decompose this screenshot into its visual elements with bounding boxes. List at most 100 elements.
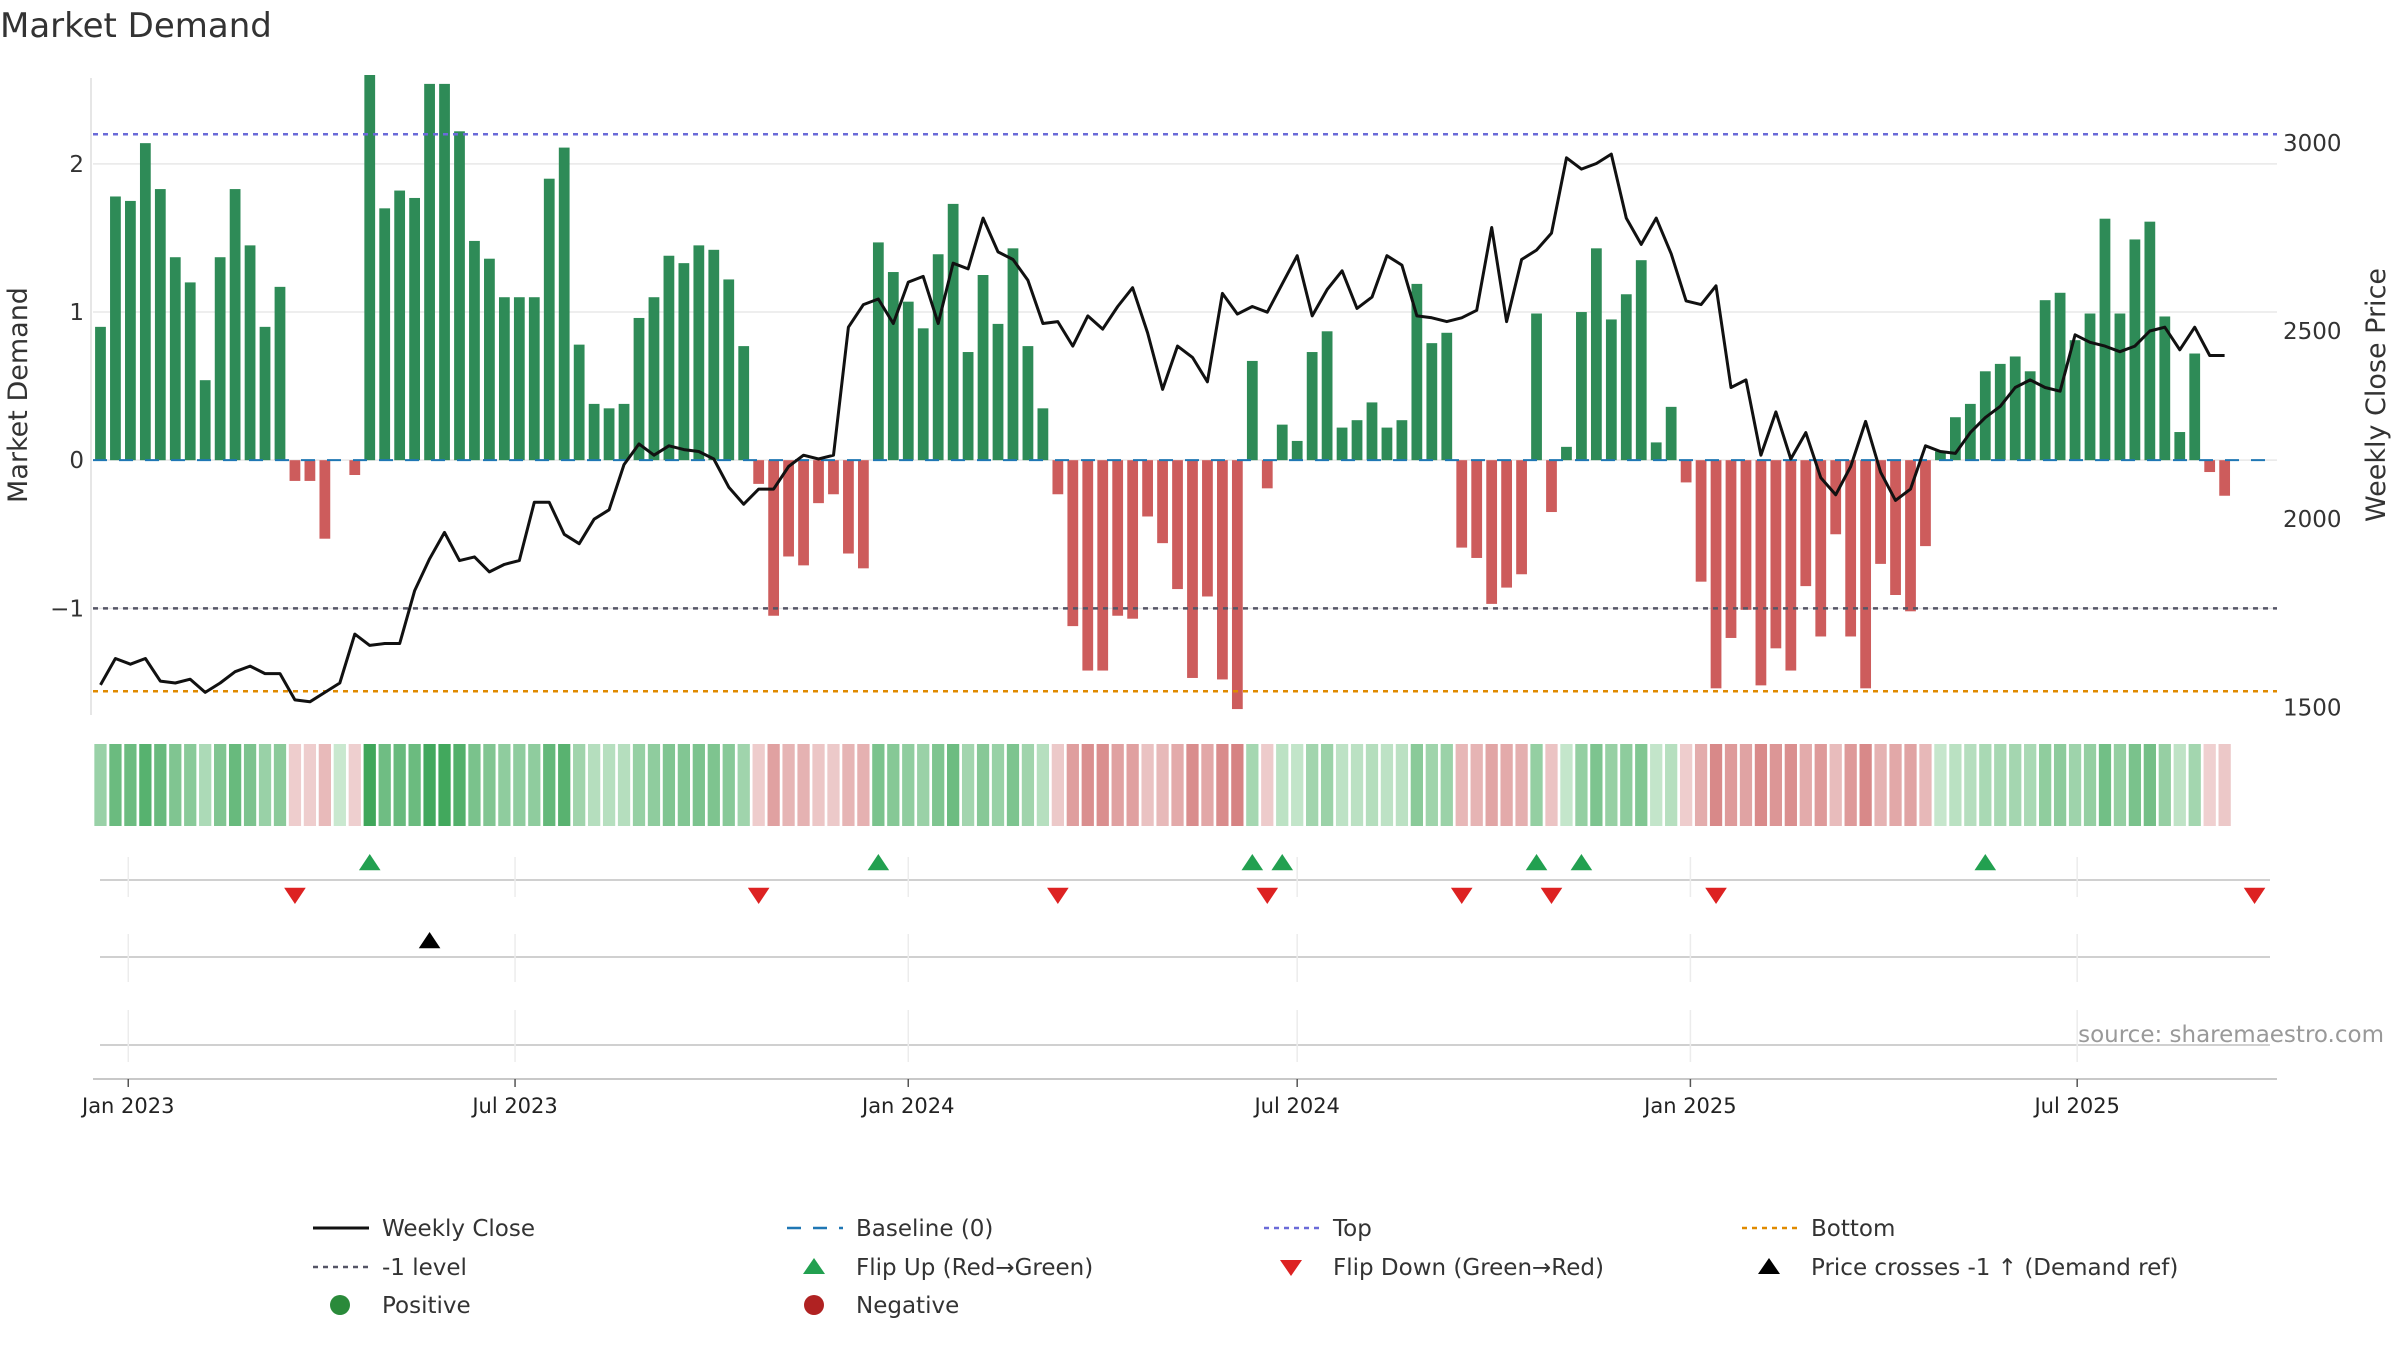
demand-bar [1605, 319, 1617, 461]
flip-down-marker [1540, 887, 1563, 904]
legend-item: Flip Up (Red→Green) [803, 1255, 1093, 1281]
band-cell [2218, 744, 2231, 826]
band-cell [1694, 744, 1708, 826]
band-cell [2188, 744, 2201, 826]
demand-bar [1007, 248, 1019, 461]
demand-bar [469, 240, 480, 461]
band-cell [2113, 744, 2127, 826]
legend-label: Flip Down (Green→Red) [1333, 1255, 1604, 1281]
demand-bar [1994, 363, 2006, 461]
band-cell [453, 744, 466, 826]
band-cell [1949, 744, 1962, 826]
demand-bar [259, 326, 271, 461]
band-cell [1934, 744, 1947, 826]
band-cell [1006, 744, 1020, 826]
demand-bar [1935, 451, 1946, 461]
demand-bar [484, 258, 495, 461]
band-cell [1470, 744, 1483, 826]
demand-bar [857, 460, 869, 569]
demand-bar [409, 197, 421, 461]
demand-bar [783, 460, 794, 557]
band-cell [602, 744, 616, 826]
band-cell [947, 744, 960, 826]
band-cell [1455, 744, 1468, 826]
x-tick-label: Jul 2023 [470, 1094, 557, 1118]
band-cell [2053, 744, 2067, 826]
band-cell [737, 744, 750, 826]
x-tick-label: Jul 2025 [2032, 1094, 2119, 1118]
y-tick-label-right: 3000 [2283, 131, 2342, 157]
band-cell [393, 744, 406, 826]
band-cell [2039, 744, 2052, 826]
x-tick-label: Jan 2025 [1642, 1094, 1737, 1118]
legend-item: Top [1264, 1216, 1372, 1242]
legend-item: Price crosses -1 ↑ (Demand ref) [1758, 1255, 2178, 1281]
band-cell [647, 744, 661, 826]
demand-bar [154, 189, 166, 461]
band-cell [1979, 744, 1992, 826]
band-cell [812, 744, 825, 826]
demand-bar [1576, 312, 1587, 461]
demand-bar [454, 131, 465, 461]
demand-bar [1172, 460, 1183, 590]
demand-bar [1037, 408, 1049, 461]
band-cell [1784, 744, 1797, 826]
flip-down-marker [1047, 887, 1069, 904]
band-cell [543, 744, 556, 826]
reference-lines [93, 133, 2277, 693]
demand-bar [1157, 460, 1168, 544]
band-cell [1650, 744, 1663, 826]
grid [93, 163, 2277, 610]
demand-bar [678, 263, 690, 461]
flip-down-marker [2243, 887, 2266, 904]
band-cell [243, 744, 257, 826]
demand-bar [1366, 402, 1378, 461]
weekly-close-line [99, 152, 2225, 704]
legend-swatch [330, 1295, 350, 1315]
flip-down-marker [1705, 887, 1727, 904]
demand-bar [1321, 331, 1333, 461]
band-cell [1739, 744, 1753, 826]
band-cell [1425, 744, 1438, 826]
demand-bar [2084, 313, 2096, 461]
band-cell [1291, 744, 1304, 826]
demand-bar [513, 297, 525, 461]
band-cell [1171, 744, 1184, 826]
band-cell [932, 744, 945, 826]
demand-bar [1949, 417, 1961, 461]
y-tick-label-left: 0 [69, 448, 84, 474]
demand-bar [1531, 313, 1542, 461]
demand-bar [1097, 460, 1109, 671]
band-cell [1635, 744, 1648, 826]
demand-bar [588, 403, 600, 461]
band-cell [1246, 744, 1259, 826]
band-cell [1665, 744, 1678, 826]
demand-bar [917, 328, 929, 461]
legend-swatch [1758, 1258, 1780, 1274]
band-cell [423, 744, 436, 826]
band-cell [1320, 744, 1334, 826]
demand-bar [738, 346, 750, 461]
legend-label: Weekly Close [382, 1216, 535, 1242]
demand-bar [932, 254, 944, 461]
demand-bar [843, 460, 854, 554]
band-cell [1335, 744, 1349, 826]
band-cell [1709, 744, 1723, 826]
y-tick-label-right: 1500 [2283, 695, 2342, 721]
demand-bar [1127, 460, 1139, 619]
flip-down-marker [747, 887, 770, 904]
band-cell [1679, 744, 1693, 826]
band-cell [1141, 744, 1154, 826]
band-cell [124, 744, 137, 826]
legend-label: Price crosses -1 ↑ (Demand ref) [1811, 1255, 2178, 1281]
band-cell [1964, 744, 1977, 826]
legend-label: Top [1332, 1216, 1372, 1242]
band-cell [1754, 744, 1768, 826]
legend-label: -1 level [382, 1255, 467, 1281]
y-tick-label-right: 2000 [2283, 507, 2342, 533]
demand-bar [304, 460, 316, 481]
band-cell [692, 744, 705, 826]
demand-bar [663, 255, 675, 461]
demand-bar [1022, 346, 1034, 461]
demand-bar [1695, 460, 1707, 582]
